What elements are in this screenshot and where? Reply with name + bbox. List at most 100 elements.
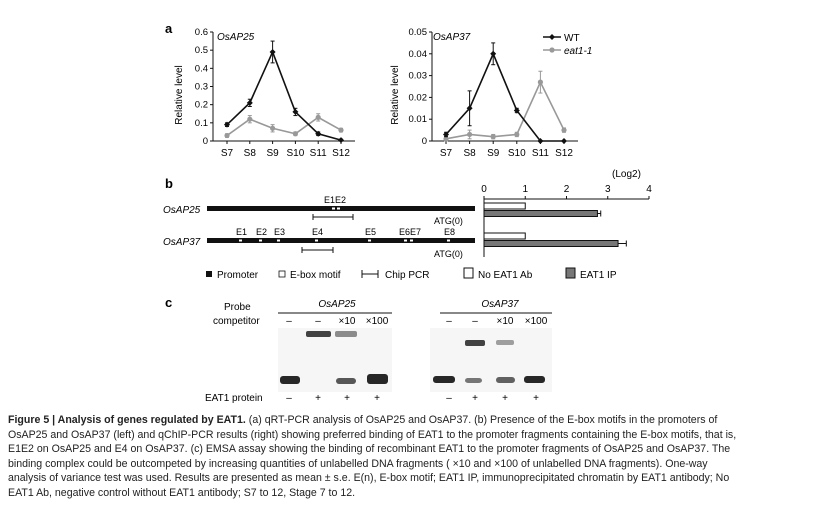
promoter-bar-osap25: [207, 206, 475, 211]
ebox-motifs-osap37: [239, 239, 450, 242]
bar: [483, 232, 526, 240]
y-tick-label: 0.4: [195, 63, 208, 74]
x-tick-label: S10: [287, 148, 305, 159]
x-tick-label: S9: [266, 148, 279, 159]
protein-value: +: [315, 393, 321, 404]
data-point: [338, 137, 344, 144]
protein-label: EAT1 protein: [205, 393, 263, 404]
caption-text: analysis of variance test was used. Resu…: [8, 472, 730, 485]
data-point: [466, 105, 473, 112]
series-line: [226, 116, 342, 137]
free-probe-band: [280, 376, 300, 384]
competitor-value: ×100: [525, 316, 548, 327]
gel2-bands: [433, 340, 545, 383]
competitor-value: ×10: [497, 316, 514, 327]
data-point: [537, 79, 544, 85]
data-point: [269, 48, 276, 55]
caption-text: (a) qRT-PCR analysis of OsAP25 and OsAP3…: [245, 414, 718, 426]
ebox-legend-label: E-box motif: [290, 270, 341, 281]
legend-wt-marker: [549, 34, 555, 40]
x-tick-label: S7: [221, 148, 234, 159]
gel1-bands: [280, 331, 388, 384]
bar: [483, 202, 526, 210]
panel-b-label: b: [165, 176, 173, 191]
motif-label: E1: [236, 227, 247, 237]
motif-label: E1E2: [324, 195, 346, 205]
data-point: [443, 131, 449, 138]
ebox-motif: [337, 207, 340, 210]
legend-eat1-label: eat1-1: [564, 46, 592, 57]
ip-legend-swatch: [565, 267, 576, 279]
shifted-band: [306, 331, 331, 337]
shifted-band: [496, 340, 514, 345]
chart-osap37-qrtpcr: Relative level OsAP37 0 0.01 0.02 0.03 0.04 0…: [390, 27, 578, 159]
promoter-legend-label: Promoter: [217, 270, 259, 281]
panel-a-label: a: [165, 21, 173, 36]
shifted-band: [335, 331, 357, 337]
no-ab-legend-label: No EAT1 Ab: [478, 270, 533, 281]
legend-wt-label: WT: [564, 33, 580, 44]
data-point: [338, 127, 344, 133]
y-tick-label: 0.3: [195, 82, 208, 93]
promoter-bar-osap37: [207, 238, 475, 243]
x-tick-label: S7: [440, 148, 453, 159]
x-tick-label: S10: [508, 148, 526, 159]
bar: [483, 240, 619, 247]
x-tick-label: S8: [463, 148, 476, 159]
free-probe-band: [367, 374, 388, 384]
y-tick-label: 0.2: [195, 100, 208, 111]
x-tick-label: 0: [481, 184, 487, 195]
no-ab-legend-swatch: [463, 267, 474, 279]
motif-label: E5: [365, 227, 376, 237]
protein-value: +: [344, 393, 350, 404]
gel-title: OsAP25: [318, 299, 356, 310]
gel1-protein-row: – + + +: [286, 393, 380, 404]
y-tick-label: 0.01: [409, 114, 428, 125]
data-point: [514, 131, 520, 138]
free-probe-band: [433, 376, 455, 383]
motif-labels-osap37: E1 E2 E3 E4 E5 E6E7 E8: [236, 227, 455, 237]
chip-pcr-fragment: [312, 214, 354, 220]
competitor-value: ×100: [366, 316, 389, 327]
series-line: [226, 49, 342, 141]
chart-qchip-pcr: (Log2) 0 1 2 3 4: [481, 169, 652, 257]
caption-text: OsAP25 and OsAP37 (left) and qChIP-PCR r…: [8, 428, 737, 441]
data-point: [513, 107, 520, 114]
panel-b-legend: Promoter E-box motif Chip PCR No EAT1 Ab…: [206, 267, 617, 281]
gel2-protein-row: – + + +: [446, 393, 539, 404]
x-tick-label: S11: [310, 148, 327, 159]
shifted-band: [465, 340, 485, 346]
caption-text: EAT1 Ab, negative control without EAT1 a…: [8, 486, 356, 499]
series-line: [445, 51, 564, 142]
y-tick-label: 0.1: [195, 118, 208, 129]
protein-value: +: [472, 393, 478, 404]
x-tick-label: S9: [487, 148, 500, 159]
protein-value: –: [446, 393, 452, 404]
gel1-competitor-row: – – ×10 ×100: [286, 316, 388, 327]
y-axis-label: Relative level: [174, 65, 185, 124]
probe-label: Probe: [224, 302, 251, 313]
y-tick-label: 0: [422, 136, 427, 147]
data-point: [315, 114, 321, 120]
ebox-legend-swatch: [278, 270, 286, 278]
bar: [483, 210, 598, 217]
competitor-value: –: [286, 316, 292, 327]
data-point: [270, 125, 276, 131]
data-point: [490, 134, 496, 140]
caption-text: binding complex could be outcompeted by …: [8, 457, 708, 470]
gel-title: OsAP37: [481, 299, 519, 310]
data-point: [315, 130, 322, 137]
y-tick-label: 0.04: [409, 49, 428, 60]
atg-label: ATG(0): [434, 216, 463, 226]
y-tick-label: 0.05: [409, 27, 428, 38]
panel-a-legend: WT eat1-1: [543, 33, 592, 57]
free-probe-band: [336, 378, 356, 384]
data-point: [224, 121, 230, 128]
competitor-value: –: [446, 316, 452, 327]
protein-value: +: [374, 393, 380, 404]
figure-caption: Figure 5 | Analysis of genes regulated b…: [8, 413, 814, 501]
series-line: [445, 80, 565, 140]
data-point: [292, 131, 298, 137]
ip-legend-label: EAT1 IP: [580, 270, 617, 281]
x-tick-label: 4: [646, 184, 652, 195]
